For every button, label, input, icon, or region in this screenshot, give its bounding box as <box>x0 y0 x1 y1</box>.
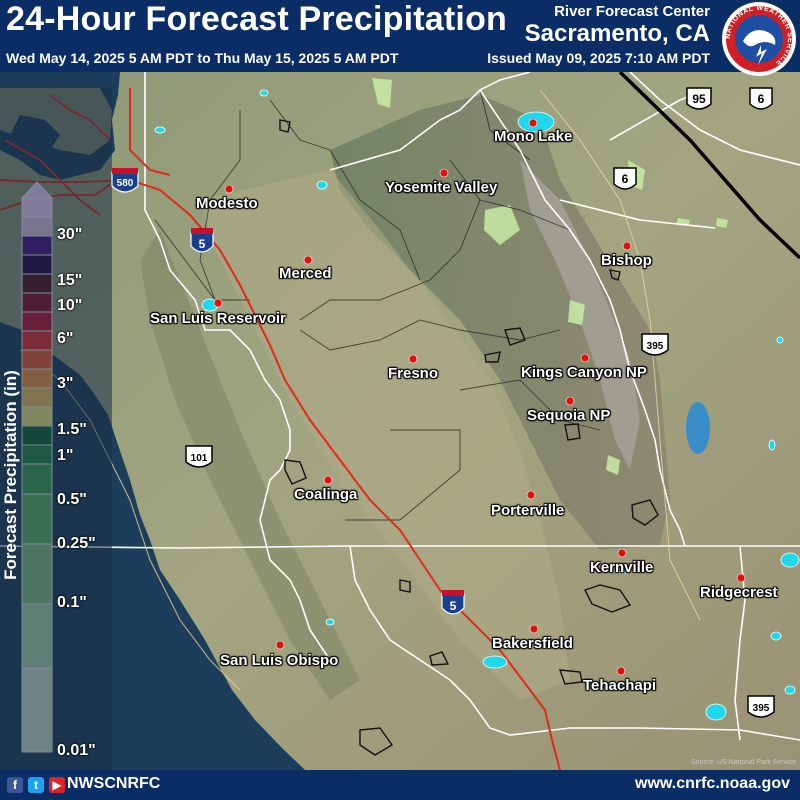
legend-label: 0.01" <box>57 742 96 759</box>
legend-label: 0.25" <box>57 535 96 552</box>
park-areas <box>372 78 728 475</box>
city-dots <box>213 118 746 676</box>
us-route-shield: 395 <box>641 333 669 356</box>
lightning-icon <box>756 45 767 65</box>
us-route-shield: 6 <box>613 167 637 190</box>
city-label-porterville: Porterville <box>491 502 565 519</box>
coast-range <box>140 230 360 700</box>
map-title: 24-Hour Forecast Precipitation <box>6 0 508 38</box>
owens-lake <box>686 402 710 454</box>
us-route-shield: 101 <box>185 445 213 468</box>
legend-panel <box>0 88 112 770</box>
svg-text:6: 6 <box>622 172 629 186</box>
central-valley <box>200 170 570 700</box>
agency-location: Sacramento, CA <box>524 20 710 47</box>
legend-label: 3" <box>57 375 74 392</box>
footer-bar: f t ▶ NWSCNRFC www.cnrfc.noaa.gov <box>0 770 800 800</box>
city-label-modesto: Modesto <box>196 195 258 212</box>
city-label-san-luis-reservoir: San Luis Reservoir <box>150 310 286 327</box>
city-label-tehachapi: Tehachapi <box>583 677 657 694</box>
city-label-fresno: Fresno <box>388 365 439 382</box>
svg-text:395: 395 <box>647 341 664 352</box>
city-label-san-luis-obispo: San Luis Obispo <box>220 652 339 669</box>
city-label-kernville: Kernville <box>590 559 654 576</box>
youtube-icon[interactable]: ▶ <box>49 777 65 793</box>
city-label-kings-canyon-np: Kings Canyon NP <box>521 364 647 381</box>
city-label-ridgecrest: Ridgecrest <box>700 584 778 601</box>
sierra-nevada <box>330 95 670 550</box>
city-label-mono-lake: Mono Lake <box>494 128 573 145</box>
legend-label: 30" <box>57 226 83 243</box>
source-credit: Source: US National Park Service <box>690 759 796 766</box>
legend-label: 0.1" <box>57 594 87 611</box>
agency-name: River Forecast Center <box>554 3 710 20</box>
svg-text:395: 395 <box>753 703 770 714</box>
city-label-bishop: Bishop <box>601 252 652 269</box>
city-label-yosemite-valley: Yosemite Valley <box>385 179 498 196</box>
legend-label: 15" <box>57 272 83 289</box>
outline-areas <box>279 119 659 756</box>
forecast-period: Wed May 14, 2025 5 AM PDT to Thu May 15,… <box>6 50 399 66</box>
issued-time: Issued May 09, 2025 7:10 AM PDT <box>487 50 710 66</box>
twitter-icon[interactable]: t <box>28 777 44 793</box>
county-lines <box>154 89 601 521</box>
legend-label: 1" <box>57 447 74 464</box>
svg-text:580: 580 <box>117 178 134 189</box>
interstate-shield: 5 <box>441 590 465 615</box>
svg-text:95: 95 <box>692 92 706 106</box>
us-route-shield: 6 <box>749 87 773 110</box>
legend-label: 1.5" <box>57 421 87 438</box>
svg-text:5: 5 <box>450 599 457 613</box>
us-route-shield: 95 <box>686 87 712 110</box>
state-boundaries <box>0 71 800 741</box>
legend-label: 10" <box>57 297 83 314</box>
legend-label: 0.5" <box>57 491 87 508</box>
svg-text:6: 6 <box>758 92 765 106</box>
svg-text:5: 5 <box>199 237 206 251</box>
social-handle[interactable]: NWSCNRFC <box>67 775 161 792</box>
cloud-icon <box>743 30 776 47</box>
interstate-shield: 5 <box>190 228 214 253</box>
nevada-border <box>618 70 800 260</box>
nws-logo: NATIONAL WEATHER SERVICE <box>722 2 796 76</box>
city-label-merced: Merced <box>279 265 332 282</box>
facebook-icon[interactable]: f <box>7 777 23 793</box>
interstate-shield: 580 <box>111 168 139 193</box>
website-link[interactable]: www.cnrfc.noaa.gov <box>635 775 790 792</box>
city-label-bakersfield: Bakersfield <box>492 635 573 652</box>
header-bar: 24-Hour Forecast Precipitation Wed May 1… <box>0 0 800 72</box>
city-label-coalinga: Coalinga <box>294 486 358 503</box>
city-label-sequoia-np: Sequoia NP <box>527 407 611 424</box>
svg-text:101: 101 <box>191 453 208 464</box>
us-route-shield: 395 <box>747 695 775 718</box>
legend-label: 6" <box>57 330 74 347</box>
